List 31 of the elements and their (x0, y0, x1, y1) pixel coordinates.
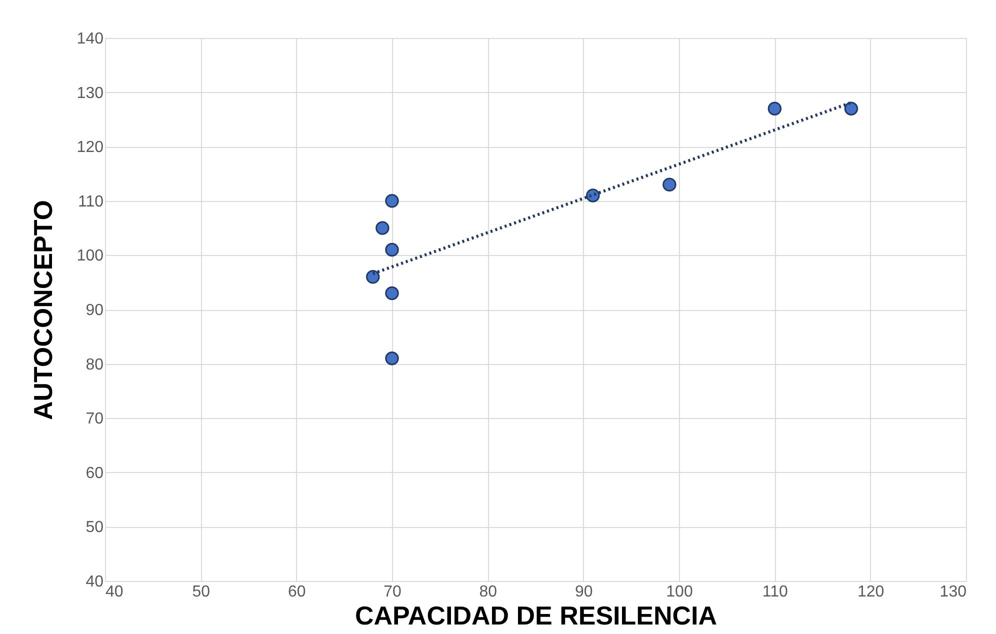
x-axis-title: CAPACIDAD DE RESILENCIA (354, 600, 718, 630)
point (385, 286, 399, 300)
point (385, 194, 399, 208)
y-tick-label: 140 (76, 30, 104, 48)
y-tick-label: 120 (76, 139, 104, 156)
y-tick-label: 70 (86, 410, 104, 428)
point (844, 102, 858, 116)
y-tick-label: 110 (78, 193, 104, 210)
point (662, 178, 676, 192)
point (768, 102, 782, 116)
point (376, 221, 390, 235)
point (385, 242, 399, 257)
y-axis-title: AUTOCONCEPTO (28, 200, 58, 420)
y-tick-label: 80 (86, 356, 104, 374)
x-tick-label: 60 (288, 584, 306, 600)
x-tick-label: 40 (106, 584, 124, 600)
x-tick-label: 130 (940, 584, 967, 600)
x-tick-label: 80 (479, 584, 498, 600)
y-tick-label: 130 (76, 84, 104, 102)
x-tick-label: 70 (384, 584, 402, 600)
x-tick-label: 120 (857, 584, 884, 600)
point (385, 352, 399, 366)
x-tick-label: 110 (762, 584, 788, 600)
x-tick-label: 50 (192, 584, 210, 600)
x-tick-label: 100 (666, 584, 693, 600)
x-tick-label: 90 (574, 584, 593, 600)
y-tick-label: 50 (86, 519, 104, 536)
y-tick-label: 90 (86, 302, 104, 319)
y-tick-label: 60 (86, 464, 104, 482)
y-tick-label: 100 (76, 248, 104, 265)
point (366, 270, 380, 284)
